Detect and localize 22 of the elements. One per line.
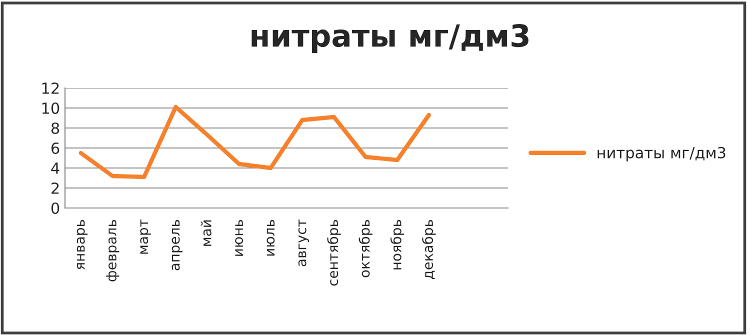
x-tick-label: май (200, 220, 212, 246)
x-tick-label: сентябрь (327, 220, 341, 286)
x-tick-label: январь (76, 220, 88, 270)
y-tick-label: 0 (51, 202, 60, 214)
x-tick-label: апрель (172, 220, 182, 270)
x-tick-label: декабрь (422, 220, 436, 280)
x-tick-label: февраль (106, 220, 120, 282)
x-tick-label: август (298, 220, 310, 266)
legend-label: нитраты мг/дм3 (598, 146, 726, 162)
x-tick-label: июль (266, 220, 275, 256)
y-tick-label: 10 (42, 102, 60, 114)
x-tick-label: ноябрь (390, 220, 404, 270)
chart-title: нитраты мг/дм3 (252, 24, 528, 54)
y-tick-label: 4 (51, 162, 60, 174)
x-tick-label: октябрь (358, 220, 372, 278)
y-tick-label: 6 (51, 142, 60, 154)
y-tick-label: 2 (52, 182, 59, 194)
line-series (78, 104, 431, 180)
x-tick-label: июнь (235, 220, 244, 256)
y-tick-label: 12 (42, 82, 59, 94)
x-tick-label: март (140, 220, 151, 254)
y-tick-label: 8 (51, 122, 60, 134)
